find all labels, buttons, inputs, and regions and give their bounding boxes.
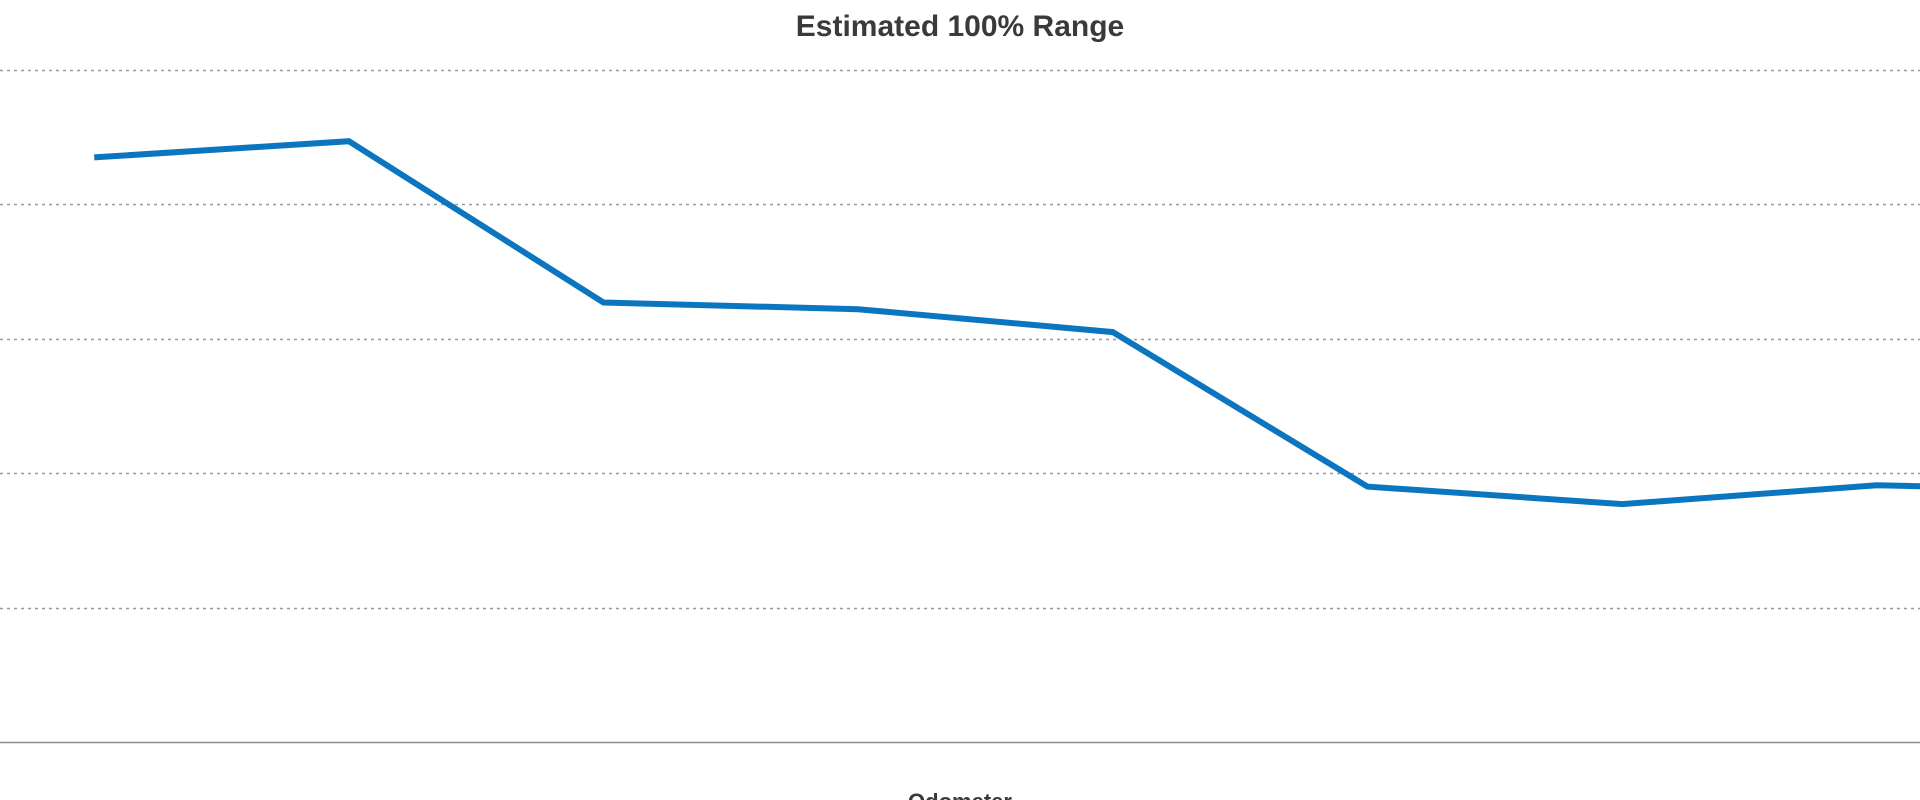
series-line-1 xyxy=(94,138,1920,508)
data-point xyxy=(91,154,97,160)
data-point xyxy=(1874,482,1880,488)
data-point xyxy=(1364,484,1370,490)
data-point xyxy=(1110,329,1116,335)
data-point xyxy=(346,138,352,144)
data-point xyxy=(1619,501,1625,507)
data-point xyxy=(601,300,607,306)
chart-title: Estimated 100% Range xyxy=(795,10,1125,43)
data-point xyxy=(855,306,861,312)
x-axis-label: Odometer xyxy=(0,789,1920,800)
